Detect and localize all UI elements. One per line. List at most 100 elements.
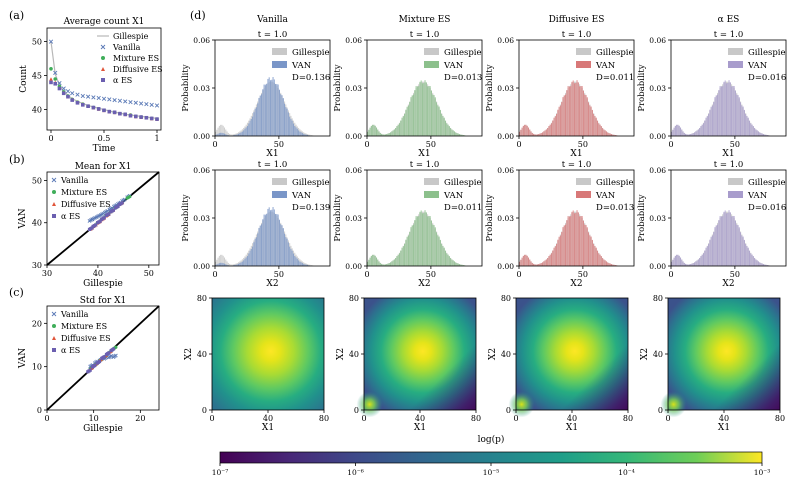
y-tick-label: 80 <box>349 294 359 303</box>
van-bar <box>611 134 613 136</box>
van-bar <box>545 259 547 266</box>
van-bar <box>240 262 242 266</box>
alpha-marker <box>112 110 117 115</box>
hist-xlabel: X2 <box>722 279 734 289</box>
van-bar <box>612 134 614 136</box>
van-bar <box>287 242 289 266</box>
legend-entry: Mixture ES <box>61 188 107 197</box>
gillespie-bar <box>229 263 231 266</box>
panel-label-a: (a) <box>9 9 24 22</box>
van-bar <box>604 260 606 266</box>
x-tick-label: 50 <box>578 270 588 279</box>
van-bar <box>678 125 680 136</box>
van-bar <box>396 256 398 266</box>
legend-van: VAN <box>595 191 616 201</box>
van-bar <box>418 86 420 136</box>
gillespie-bar <box>218 125 220 136</box>
van-bar <box>549 124 551 136</box>
van-bar <box>238 133 240 136</box>
mixture-marker <box>49 67 53 71</box>
gillespie-bar <box>308 134 310 136</box>
van-bar <box>451 259 453 266</box>
van-bar <box>278 89 280 136</box>
van-bar <box>677 124 679 136</box>
van-bar <box>442 116 444 136</box>
y-tick-label: 0.06 <box>345 36 362 45</box>
chart-a-xlabel: Time <box>93 144 116 154</box>
alpha-marker <box>61 91 66 96</box>
van-bar <box>757 261 759 266</box>
gillespie-bar <box>216 129 218 136</box>
van-bar <box>441 114 443 136</box>
alpha-marker <box>134 114 138 119</box>
alpha-marker <box>96 107 101 111</box>
van-bar <box>559 105 561 136</box>
van-bar <box>573 213 576 266</box>
van-bar <box>419 81 421 136</box>
diffusive-marker <box>49 77 53 81</box>
van-bar <box>243 260 245 266</box>
van-bar <box>757 131 759 136</box>
van-bar <box>713 232 715 266</box>
heatmap-ylabel: X2 <box>488 348 498 360</box>
van-bar <box>743 239 745 266</box>
van-bar <box>404 113 406 136</box>
legend-van-swatch <box>272 61 287 68</box>
van-bar <box>257 233 259 266</box>
diffusive-marker <box>52 202 56 206</box>
gillespie-bar <box>222 255 224 266</box>
van-bar <box>594 246 596 266</box>
van-bar <box>525 124 527 136</box>
vanilla-marker <box>96 95 101 101</box>
van-bar <box>530 131 532 136</box>
van-bar <box>401 247 403 266</box>
hist-subtitle: t = 1.0 <box>410 160 439 170</box>
y-tick-label: 0.06 <box>649 166 666 175</box>
axes-c <box>46 305 160 411</box>
van-bar <box>527 127 530 136</box>
van-bar <box>747 117 749 136</box>
van-bar <box>613 264 615 266</box>
van-bar <box>409 232 411 266</box>
van-bar <box>696 130 698 136</box>
legend-van-swatch <box>424 61 439 68</box>
alpha-marker <box>144 115 149 120</box>
van-bar <box>711 105 713 136</box>
van-bar <box>226 264 228 266</box>
alpha-marker <box>120 201 124 205</box>
van-bar <box>398 253 401 266</box>
van-bar <box>261 94 263 136</box>
van-bar <box>719 216 721 266</box>
van-bar <box>253 242 255 266</box>
x-tick-label: 50 <box>426 270 436 279</box>
x-tick-label: 50 <box>578 140 588 149</box>
van-bar <box>738 227 740 266</box>
alpha-marker <box>49 80 53 85</box>
van-bar <box>272 77 274 136</box>
vanilla-marker <box>133 100 138 105</box>
van-bar <box>298 260 300 266</box>
heatmap-edge-shading <box>516 298 628 410</box>
distance-label: D=0.016 <box>748 73 786 83</box>
van-bar <box>586 227 588 266</box>
legend-van: VAN <box>747 191 768 201</box>
van-bar <box>525 254 527 266</box>
van-bar <box>760 133 762 136</box>
van-bar <box>238 263 240 266</box>
panel-label-b: (b) <box>9 153 25 166</box>
van-bar <box>446 253 448 266</box>
van-bar <box>462 265 464 266</box>
van-bar <box>545 129 547 136</box>
van-bar <box>457 263 459 266</box>
van-bar <box>447 254 449 266</box>
van-bar <box>375 257 378 266</box>
hist-subtitle: t = 1.0 <box>714 160 743 170</box>
gillespie-bar <box>309 264 311 266</box>
van-bar <box>603 129 605 136</box>
van-bar <box>254 108 256 136</box>
heatmap-xlabel: X1 <box>262 423 274 433</box>
van-bar <box>261 224 263 266</box>
van-bar <box>724 80 726 136</box>
van-bar <box>742 106 744 136</box>
van-bar <box>588 232 590 266</box>
